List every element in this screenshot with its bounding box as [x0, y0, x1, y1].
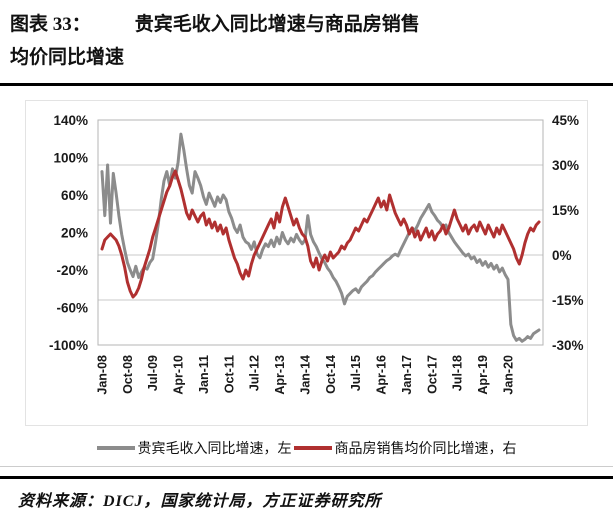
x-axis-tick-label: Apr-10	[172, 355, 186, 395]
right-axis-tick-label: 0%	[552, 248, 572, 263]
left-axis-tick-label: 140%	[53, 113, 88, 128]
figure-title-line2: 均价同比增速	[10, 47, 125, 68]
x-axis-tick-label: Jan-08	[96, 355, 110, 395]
title-gap	[91, 8, 135, 41]
vip-legend-label: 贵宾毛收入同比增速，左	[137, 442, 292, 457]
legend-item-vip: 贵宾毛收入同比增速，左	[96, 438, 292, 458]
right-axis-tick-label: -30%	[552, 338, 584, 353]
x-axis-tick-label: Oct-08	[121, 355, 135, 394]
x-axis-tick-label: Apr-13	[273, 355, 287, 395]
x-axis-tick-label: Jan-20	[501, 355, 515, 395]
legend-item-housing: 商品房销售均价同比增速，右	[293, 438, 517, 458]
left-axis-tick-label: 100%	[53, 151, 88, 166]
chart-legend: 贵宾毛收入同比增速，左 商品房销售均价同比增速，右	[0, 438, 613, 458]
vip-line-swatch	[96, 446, 135, 450]
x-axis-tick-label: Apr-19	[476, 355, 490, 395]
title-divider	[0, 83, 613, 86]
figure-number: 图表 33：	[10, 14, 91, 35]
left-axis-tick-label: 60%	[61, 188, 88, 203]
left-axis-tick-label: -20%	[56, 263, 88, 278]
left-axis-tick-label: -100%	[49, 338, 88, 353]
housing-legend-label: 商品房销售均价同比增速，右	[334, 442, 517, 457]
x-axis-tick-label: Jul-15	[349, 355, 363, 391]
source-divider	[0, 476, 613, 479]
x-axis-tick-label: Jul-18	[451, 355, 465, 391]
x-axis-tick-label: Jul-09	[146, 355, 160, 391]
right-axis-tick-label: 45%	[552, 113, 579, 128]
x-axis-tick-label: Jan-17	[400, 355, 414, 395]
legend-divider	[0, 466, 613, 467]
left-axis-tick-label: 20%	[61, 226, 88, 241]
vip-series-line	[100, 132, 541, 343]
x-axis-tick-label: Oct-17	[425, 355, 439, 394]
x-axis-tick-label: Oct-11	[222, 355, 236, 393]
figure-title-text: 贵宾毛收入同比增速与商品房销售	[134, 14, 420, 35]
source-note: 资料来源：DICJ，国家统计局，方正证券研究所	[18, 493, 382, 510]
x-axis-tick-label: Jan-11	[197, 355, 211, 394]
right-axis-tick-label: -15%	[552, 293, 584, 308]
figure-title: 图表 33： 贵宾毛收入同比增速与商品房销售 均价同比增速	[10, 8, 605, 74]
x-axis-tick-label: Jan-14	[298, 355, 312, 395]
x-axis-tick-label: Oct-14	[324, 355, 338, 394]
x-axis-tick-label: Jul-12	[248, 355, 262, 391]
x-axis-tick-label: Apr-16	[375, 355, 389, 395]
housing-line-swatch	[293, 446, 332, 450]
housing-series-line	[100, 169, 541, 299]
right-axis-tick-label: 15%	[552, 203, 579, 218]
left-axis-tick-label: -60%	[56, 301, 88, 316]
plot-border	[97, 119, 544, 346]
chart-frame	[25, 100, 588, 426]
chart-svg: 140% 100% 60% 20% -20% -60% -100% 45% 30% 15% 0% -1…	[49, 113, 584, 395]
figure-title-line1: 图表 33： 贵宾毛收入同比增速与商品房销售	[10, 8, 605, 41]
right-axis-tick-label: 30%	[552, 158, 579, 173]
